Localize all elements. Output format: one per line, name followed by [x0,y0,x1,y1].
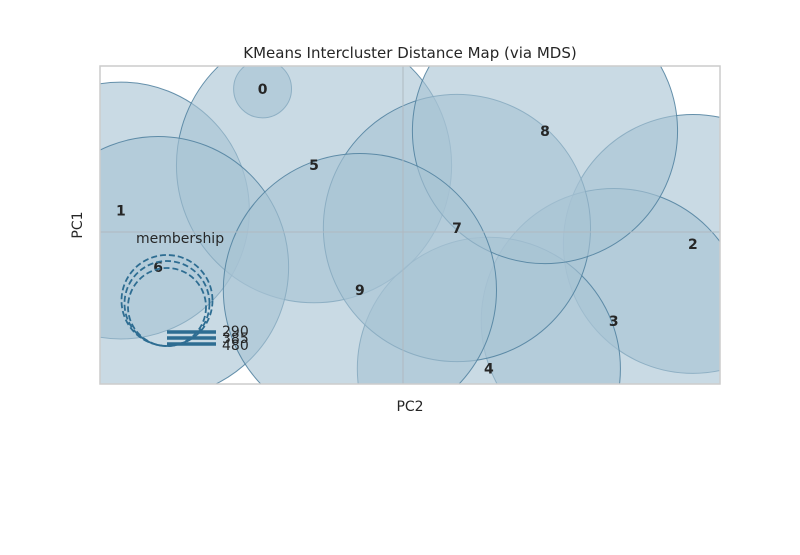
cluster-label-7: 7 [452,221,462,237]
cluster-label-3: 3 [609,314,619,330]
cluster-label-9: 9 [355,283,365,299]
legend-size-label-385: 385 [222,331,249,347]
cluster-label-1: 1 [116,204,126,220]
x-axis-label: PC2 [396,399,423,415]
y-axis-label: PC1 [70,211,86,238]
cluster-label-2: 2 [688,237,698,253]
chart-title: KMeans Intercluster Distance Map (via MD… [243,44,576,62]
plot-frame [99,65,721,385]
legend-ring-385 [123,260,211,347]
cluster-label-5: 5 [309,158,319,174]
cluster-bubble-8 [411,66,679,265]
cluster-bubble-9 [222,152,497,384]
legend-ring-290 [127,267,207,347]
legend-size-label-480: 480 [222,338,249,354]
cluster-labels: 0 1 2 3 4 5 6 7 8 9 [116,82,698,378]
cluster-label-6: 6 [153,260,163,276]
cluster-label-8: 8 [540,124,550,140]
cluster-label-4: 4 [484,362,494,378]
legend-ring-480 [120,254,214,347]
cluster-bubbles [100,66,720,384]
legend-size-label-290: 290 [222,324,249,340]
legend-title: membership [136,231,224,247]
origin-lines [100,66,720,384]
cluster-label-0: 0 [258,82,268,98]
